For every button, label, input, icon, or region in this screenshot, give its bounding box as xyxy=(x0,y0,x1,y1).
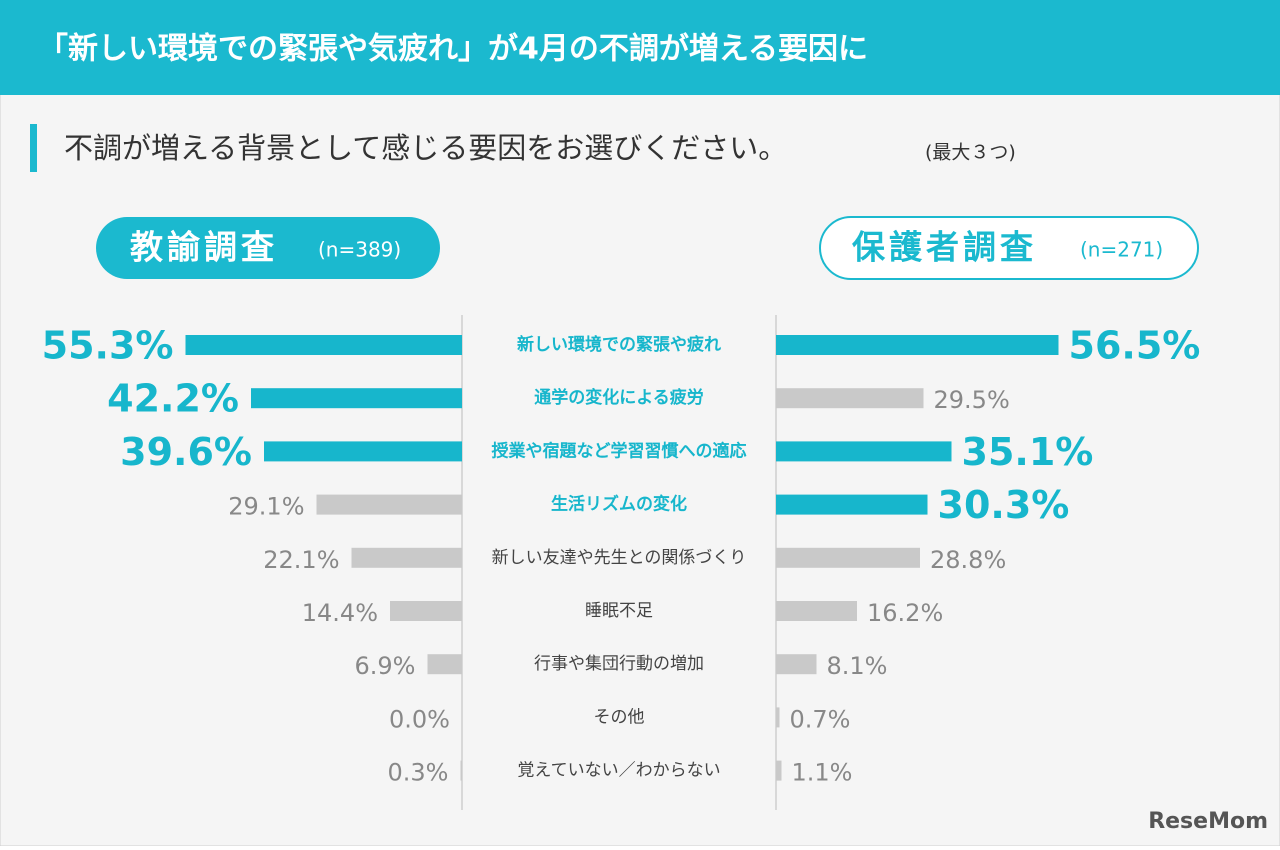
legend-n: (n=389) xyxy=(318,238,401,262)
value-label: 30.3% xyxy=(938,483,1070,527)
category-label: 授業や宿題など学習習慣への適応 xyxy=(492,440,747,461)
value-label: 42.2% xyxy=(107,377,239,421)
category-label: 睡眠不足 xyxy=(585,601,653,621)
legend-n: (n=271) xyxy=(1080,238,1163,262)
bar xyxy=(390,601,462,621)
legend-label: 教諭調査 xyxy=(130,228,278,267)
bar xyxy=(776,654,817,675)
value-label: 14.4% xyxy=(302,599,378,627)
value-label: 55.3% xyxy=(42,324,174,368)
question-marker xyxy=(30,124,37,172)
question: 不調が増える背景として感じる要因をお選びください。 xyxy=(64,131,787,165)
header-bar xyxy=(0,0,1280,95)
watermark: ReseMom xyxy=(1148,809,1268,834)
category-label: 覚えていない／わからない xyxy=(517,761,720,781)
value-label: 22.1% xyxy=(263,546,339,574)
legend-label: 保護者調査 xyxy=(852,228,1037,267)
question-note: (最大３つ) xyxy=(925,142,1016,164)
chart-title: 「新しい環境での緊張や気疲れ」が4月の不調が増える要因に xyxy=(38,32,868,67)
series-pill xyxy=(819,216,1199,280)
bar xyxy=(776,388,924,409)
category-label: 生活リズムの変化 xyxy=(551,494,687,515)
value-label: 39.6% xyxy=(120,430,252,474)
bar xyxy=(776,707,780,728)
value-label: 6.9% xyxy=(355,652,416,680)
bar xyxy=(427,654,462,675)
bar xyxy=(776,760,782,781)
bar xyxy=(351,547,462,568)
category-label: 通学の変化による疲労 xyxy=(534,387,704,408)
bar xyxy=(251,388,462,409)
value-label: 28.8% xyxy=(930,546,1006,574)
category-label: その他 xyxy=(594,707,645,727)
bar xyxy=(460,760,462,781)
series-pill xyxy=(96,217,440,279)
value-label: 0.3% xyxy=(388,759,449,787)
value-label: 56.5% xyxy=(1069,324,1201,368)
value-label: 29.5% xyxy=(934,386,1010,414)
bar xyxy=(776,335,1059,355)
value-label: 8.1% xyxy=(827,652,888,680)
bar xyxy=(264,441,462,462)
value-label: 0.0% xyxy=(389,705,450,733)
value-label: 35.1% xyxy=(962,430,1094,474)
bar xyxy=(776,601,857,621)
value-label: 1.1% xyxy=(792,759,853,787)
category-label: 行事や集団行動の増加 xyxy=(534,654,704,674)
category-label: 新しい友達や先生との関係づくり xyxy=(492,548,747,568)
value-label: 16.2% xyxy=(867,599,943,627)
value-label: 29.1% xyxy=(228,493,304,521)
value-label: 0.7% xyxy=(790,705,851,733)
bar xyxy=(316,494,462,515)
category-label: 新しい環境での緊張や疲れ xyxy=(517,334,721,355)
bar xyxy=(776,547,920,568)
bar xyxy=(776,494,928,515)
bar xyxy=(185,335,462,355)
bar xyxy=(776,441,952,462)
